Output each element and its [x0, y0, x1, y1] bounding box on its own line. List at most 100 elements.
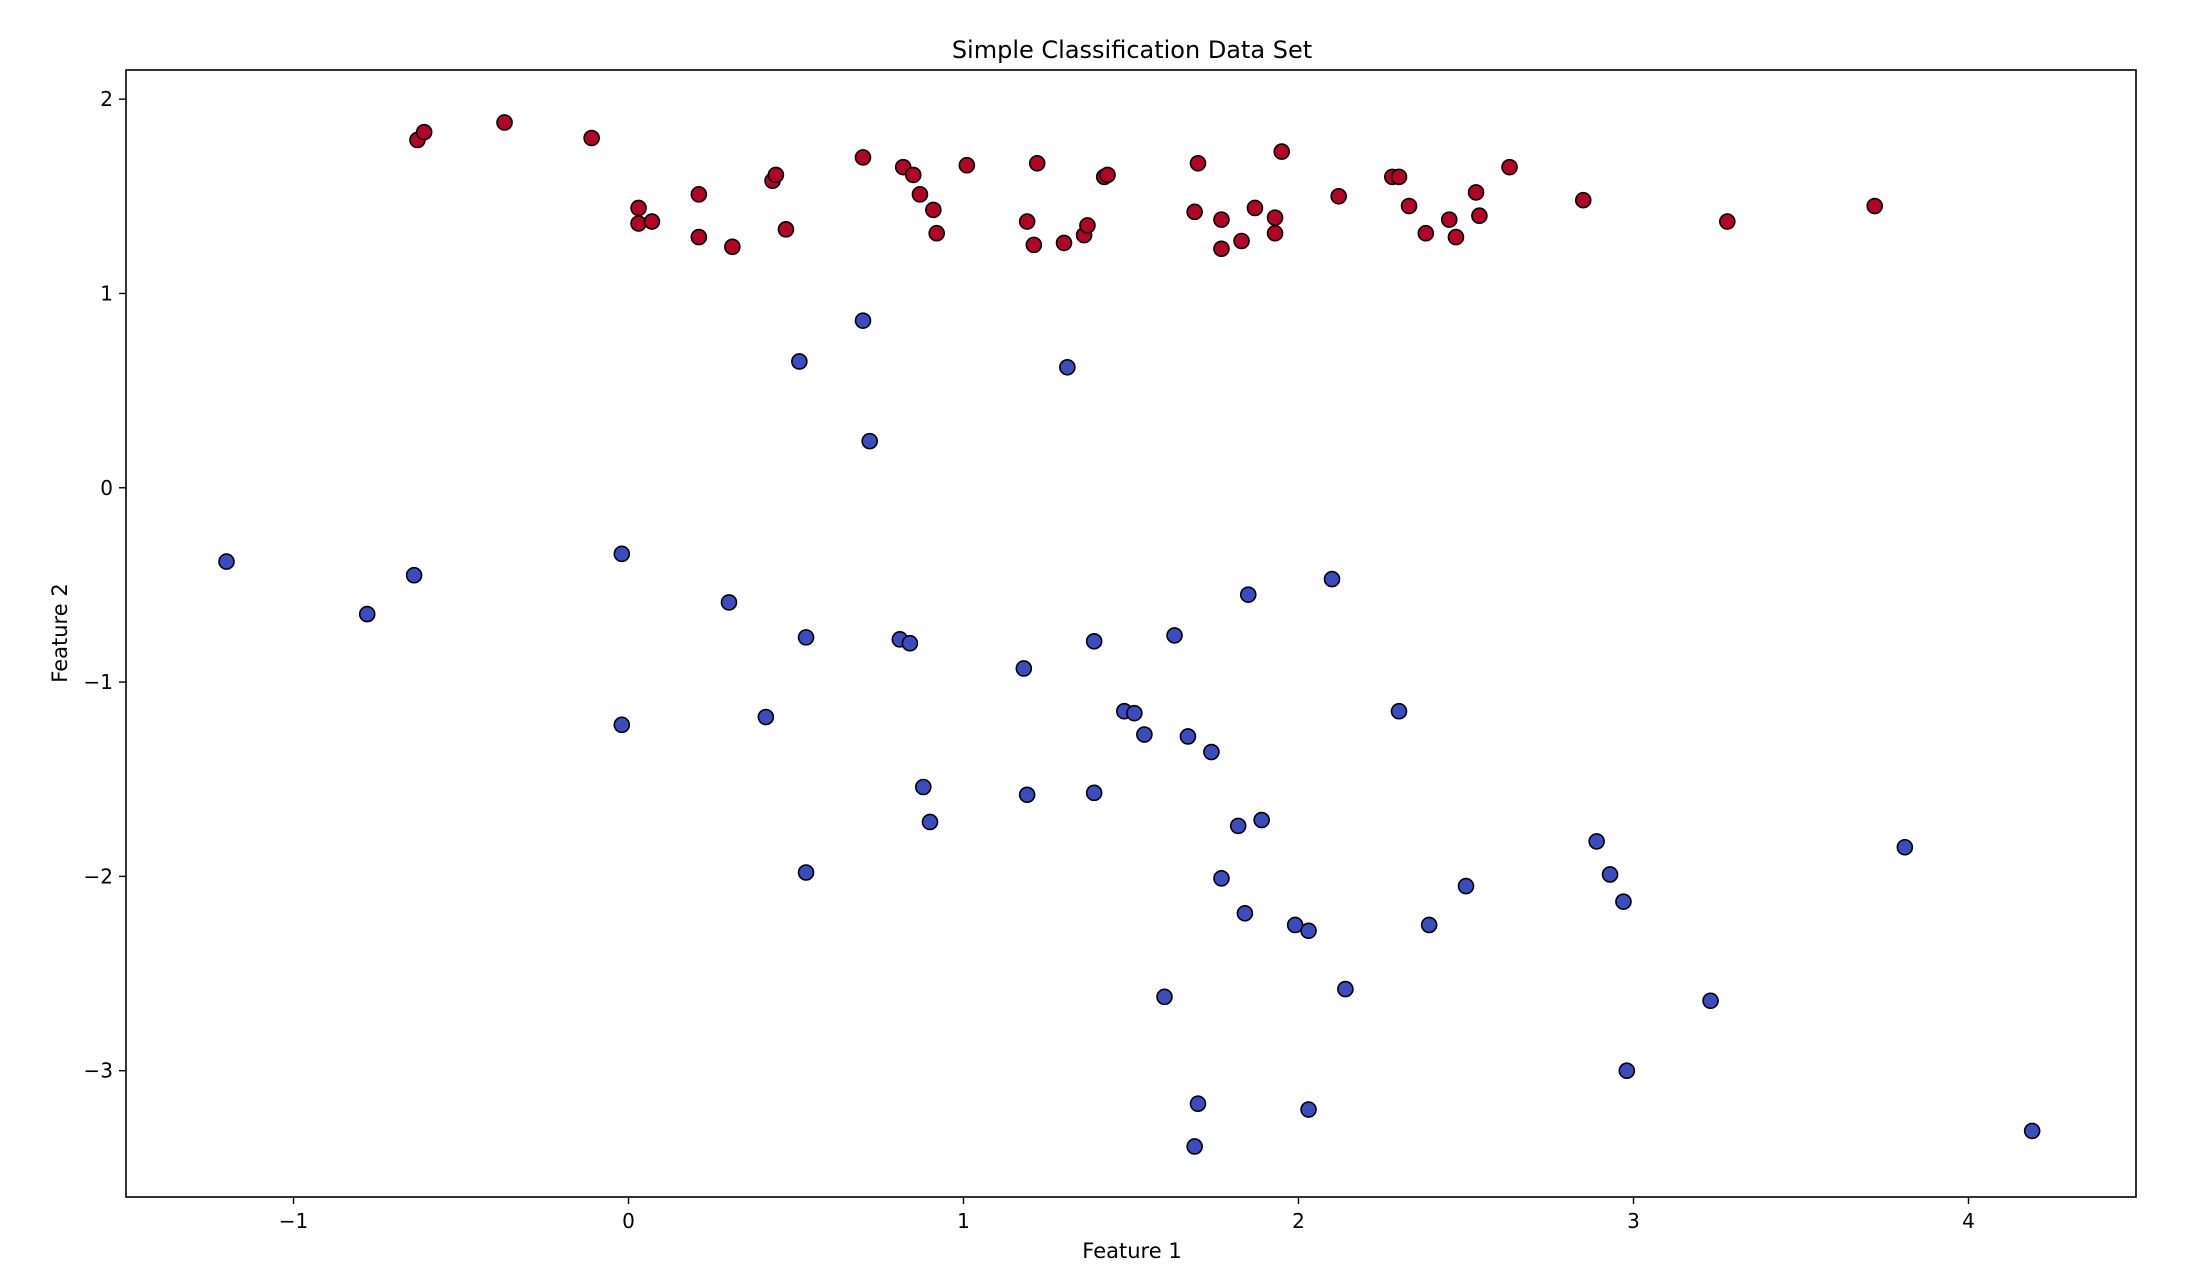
data-point-blue [1179, 728, 1197, 745]
data-point-red [958, 156, 976, 174]
x-axis-label: Feature 1 [1082, 1239, 1181, 1263]
data-point-red [1266, 209, 1284, 226]
data-point-red [1467, 184, 1485, 201]
data-point-blue [1323, 570, 1341, 588]
data-point-red [1055, 234, 1073, 252]
data-point-blue [1239, 586, 1257, 603]
chart-title: Simple Classification Data Set [952, 36, 1312, 64]
data-point-blue [1186, 1138, 1203, 1155]
y-tick-label: 1 [100, 281, 113, 305]
data-point-red [630, 199, 647, 217]
data-point-blue [613, 545, 631, 563]
y-tick-label: −1 [84, 670, 113, 694]
data-point-blue [757, 708, 775, 726]
data-point-red [925, 201, 942, 219]
data-point-red [767, 166, 785, 184]
data-point-blue [1615, 893, 1632, 910]
data-point-blue [1337, 980, 1354, 998]
data-point-blue [358, 605, 376, 623]
data-point-red [1189, 154, 1207, 172]
data-point-blue [1702, 992, 1719, 1010]
x-tick-label: 4 [1962, 1209, 1975, 1233]
data-point-blue [1203, 743, 1220, 761]
data-point-red [724, 238, 741, 256]
data-point-red [1574, 191, 1592, 209]
x-tick-label: −1 [279, 1209, 308, 1233]
data-point-red [1018, 213, 1036, 230]
data-point-red [1273, 143, 1291, 160]
x-tick-label: 3 [1627, 1209, 1640, 1233]
data-point-red [1246, 199, 1264, 217]
data-point-red [1099, 166, 1116, 184]
y-axis-ticks: −3 −2 −1 0 1 2 [84, 87, 126, 1083]
data-point-red [1213, 211, 1230, 228]
data-point-red [1330, 188, 1347, 205]
data-point-red [1719, 213, 1736, 230]
y-axis-label: Feature 2 [48, 583, 72, 682]
x-tick-label: 0 [622, 1209, 635, 1233]
data-point-blue [1457, 877, 1475, 895]
data-point-blue [720, 594, 738, 611]
data-point-blue [1189, 1095, 1207, 1113]
data-point-red [1028, 154, 1046, 172]
data-point-blue [854, 312, 872, 329]
data-point-red [1025, 236, 1043, 254]
y-tick-label: 2 [100, 87, 113, 111]
data-point-red [1866, 197, 1883, 215]
data-point-red [630, 215, 647, 232]
data-point-red [854, 149, 872, 166]
data-point-red [1079, 217, 1096, 234]
y-tick-label: −3 [84, 1059, 113, 1083]
x-axis-ticks: −1 0 1 2 3 4 [279, 1197, 1975, 1233]
data-point-blue [1420, 916, 1438, 934]
data-point-red [1186, 203, 1203, 221]
data-point-blue [1156, 988, 1173, 1006]
data-point-red [1471, 207, 1488, 225]
data-point-blue [1253, 811, 1270, 829]
data-point-blue [921, 813, 939, 831]
data-point-red [1390, 168, 1408, 186]
data-point-blue [797, 864, 815, 881]
data-point-blue [797, 629, 815, 646]
data-point-blue [1213, 870, 1230, 887]
data-point-red [1417, 224, 1435, 242]
data-point-red [690, 228, 708, 246]
data-point-blue [1300, 1101, 1317, 1118]
data-point-blue [1085, 632, 1103, 650]
data-point-blue [1018, 786, 1036, 804]
data-point-blue [1166, 627, 1183, 644]
x-tick-label: 2 [1292, 1209, 1305, 1233]
data-point-blue [1015, 660, 1033, 677]
y-tick-label: 0 [100, 476, 113, 500]
scatter-points [218, 114, 2041, 1155]
y-tick-label: −2 [84, 864, 113, 888]
data-point-blue [613, 716, 631, 734]
data-point-blue [1390, 702, 1408, 720]
data-point-blue [1136, 726, 1153, 743]
data-point-blue [1588, 833, 1605, 850]
data-point-red [415, 123, 433, 141]
data-point-blue [2023, 1122, 2041, 1140]
data-point-red [904, 166, 922, 184]
data-point-blue [1229, 817, 1247, 835]
data-point-blue [861, 432, 879, 450]
data-point-red [496, 114, 513, 131]
data-point-blue [901, 634, 919, 652]
data-point-red [1266, 224, 1284, 242]
data-point-blue [1085, 784, 1103, 802]
data-point-red [1213, 240, 1230, 258]
data-point-red [690, 186, 708, 203]
data-point-blue [218, 553, 235, 570]
data-point-blue [1300, 922, 1317, 940]
data-point-blue [1618, 1062, 1636, 1079]
data-point-red [1440, 211, 1458, 228]
data-point-blue [405, 566, 423, 584]
data-point-red [1447, 228, 1465, 246]
data-point-red [643, 213, 661, 230]
data-point-blue [791, 353, 808, 370]
data-point-blue [1236, 905, 1254, 922]
data-point-blue [1059, 358, 1076, 376]
data-point-blue [1896, 838, 1914, 856]
data-point-red [583, 129, 600, 147]
data-point-blue [1601, 866, 1619, 883]
